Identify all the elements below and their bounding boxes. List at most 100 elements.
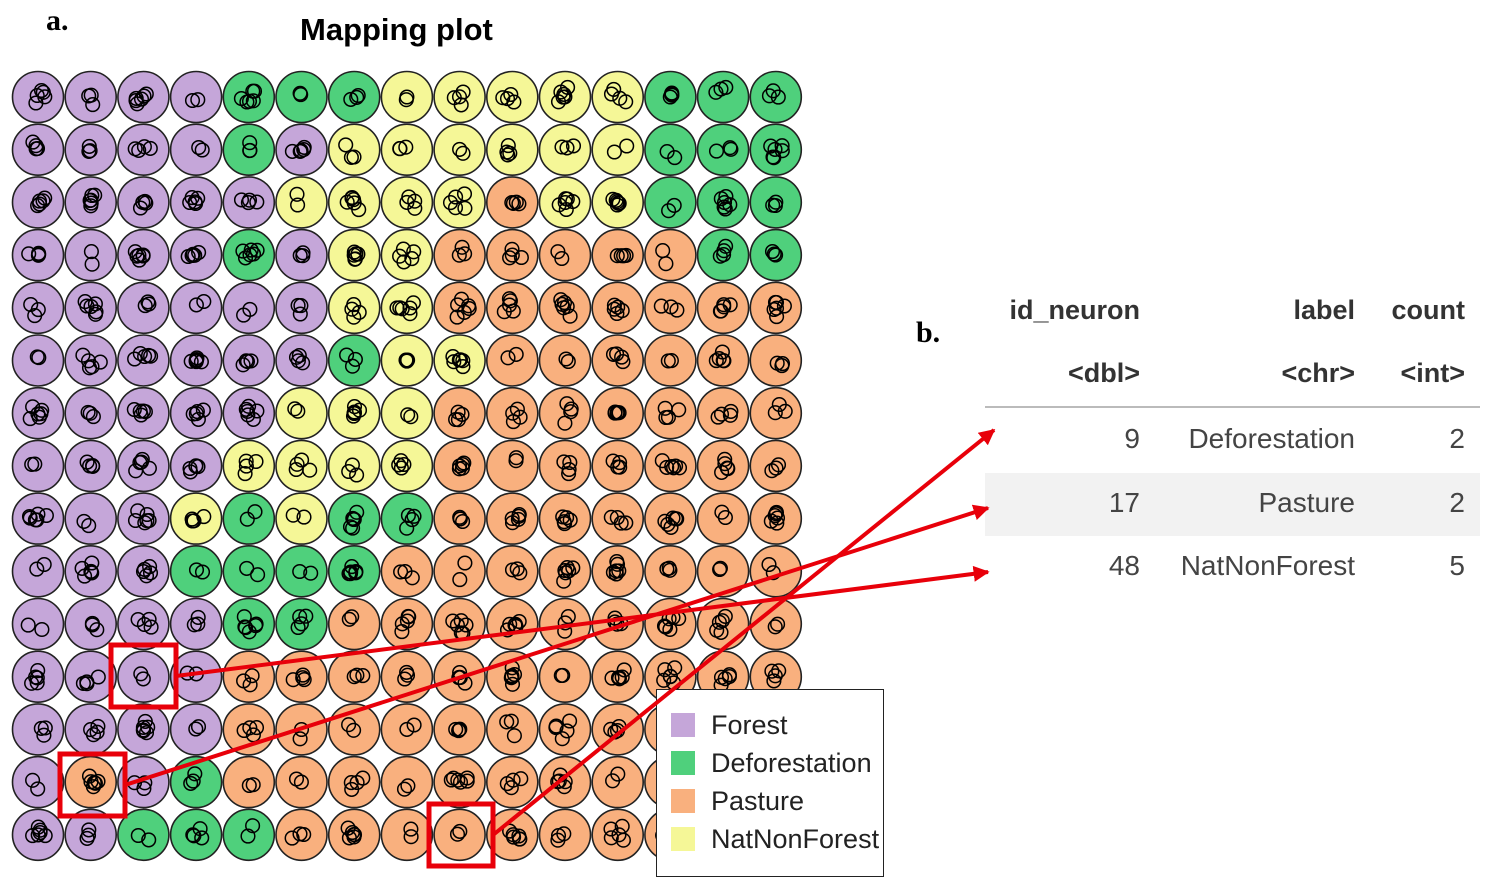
neuron-cell — [538, 650, 592, 704]
neuron-cell — [222, 597, 276, 651]
sample-marker — [609, 248, 625, 264]
column-type-id-neuron: <dbl> — [1067, 358, 1140, 388]
neuron-cell — [327, 386, 381, 440]
sample-marker — [708, 84, 724, 100]
neuron-cell-circle — [222, 176, 276, 229]
sample-marker — [346, 244, 362, 260]
sample-marker — [248, 453, 264, 470]
neuron-cell — [222, 492, 276, 545]
sample-marker — [609, 197, 625, 213]
neuron-cell — [433, 703, 486, 756]
neuron-cell — [275, 176, 328, 229]
neuron-cell — [644, 176, 697, 229]
sample-marker — [393, 460, 409, 476]
sample-marker — [559, 191, 575, 207]
neuron-cell-circle — [275, 123, 328, 176]
neuron-cell — [169, 334, 223, 387]
neuron-cell — [11, 281, 65, 335]
sample-marker — [407, 193, 423, 209]
sample-marker — [389, 300, 405, 316]
neuron-cell — [64, 70, 117, 124]
sample-marker — [446, 90, 462, 106]
sample-marker — [558, 351, 574, 367]
neuron-cell — [327, 439, 381, 493]
neuron-cell-circle — [169, 281, 223, 335]
sample-marker — [338, 137, 354, 153]
sample-marker — [237, 250, 254, 266]
sample-marker — [141, 832, 157, 848]
neuron-cell-circle — [538, 334, 592, 387]
sample-marker — [555, 89, 571, 105]
neuron-cell — [380, 597, 434, 651]
neuron-cell — [222, 439, 276, 493]
legend-swatch-pasture — [671, 789, 695, 813]
sample-marker — [513, 249, 529, 266]
neuron-cell — [696, 281, 750, 335]
neuron-cell-circle — [327, 755, 381, 809]
sample-marker — [396, 456, 412, 473]
neuron-cell — [538, 597, 592, 651]
sample-marker — [771, 396, 787, 413]
neuron-cell — [433, 808, 486, 862]
sample-marker — [455, 84, 471, 100]
sample-marker — [34, 402, 50, 418]
neuron-cell-circle — [433, 123, 486, 176]
neuron-cell — [433, 386, 486, 440]
sample-marker — [351, 202, 367, 218]
neuron-cell-circle — [538, 492, 592, 545]
sample-marker — [716, 194, 733, 211]
sample-marker — [28, 138, 44, 154]
neuron-cell — [222, 703, 276, 756]
sample-marker — [341, 463, 357, 480]
sample-marker — [554, 139, 570, 155]
sample-marker — [442, 195, 459, 211]
neuron-cell-circle — [380, 703, 434, 756]
sample-marker — [447, 200, 464, 216]
sample-marker — [191, 139, 207, 156]
neuron-cell — [749, 597, 803, 651]
neuron-cell — [117, 650, 170, 704]
sample-marker — [92, 354, 108, 370]
sample-marker — [722, 407, 738, 423]
sample-marker — [395, 241, 411, 257]
neuron-cell-circle — [275, 176, 328, 229]
neuron-cell — [485, 703, 539, 756]
sample-marker — [346, 405, 362, 421]
sample-marker — [82, 405, 98, 421]
neuron-cell-circle — [11, 176, 65, 229]
neuron-cell — [749, 544, 803, 598]
neuron-cell — [696, 386, 750, 440]
neuron-cell — [433, 176, 486, 229]
neuron-cell-circle — [485, 70, 539, 124]
neuron-cell — [591, 439, 645, 493]
sample-marker — [398, 92, 414, 108]
neuron-cell — [749, 492, 803, 545]
neuron-cell — [169, 703, 223, 756]
sample-marker — [404, 251, 420, 267]
neuron-cell — [275, 439, 328, 493]
neuron-cell — [485, 334, 539, 387]
neuron-cell — [538, 492, 592, 545]
sample-marker — [188, 297, 204, 313]
sample-marker — [508, 194, 524, 210]
sample-marker — [609, 194, 625, 210]
neuron-cell — [327, 703, 381, 756]
sample-marker — [499, 144, 515, 160]
header-divider — [985, 406, 1480, 408]
sample-marker — [33, 720, 49, 736]
sample-marker — [186, 828, 202, 844]
sample-marker — [450, 297, 466, 313]
sample-marker — [343, 91, 359, 107]
neuron-cell-circle — [275, 650, 328, 704]
neuron-cell-circle — [169, 755, 223, 809]
neuron-cell — [749, 386, 803, 440]
neuron-cell — [64, 439, 117, 493]
neuron-cell — [275, 544, 328, 598]
neuron-cell-circle — [591, 228, 645, 282]
sample-marker — [712, 303, 728, 319]
neuron-cell-circle — [591, 123, 645, 176]
neuron-cell-circle — [485, 650, 539, 704]
sample-marker — [612, 90, 628, 106]
neuron-cell-circle — [11, 492, 65, 545]
